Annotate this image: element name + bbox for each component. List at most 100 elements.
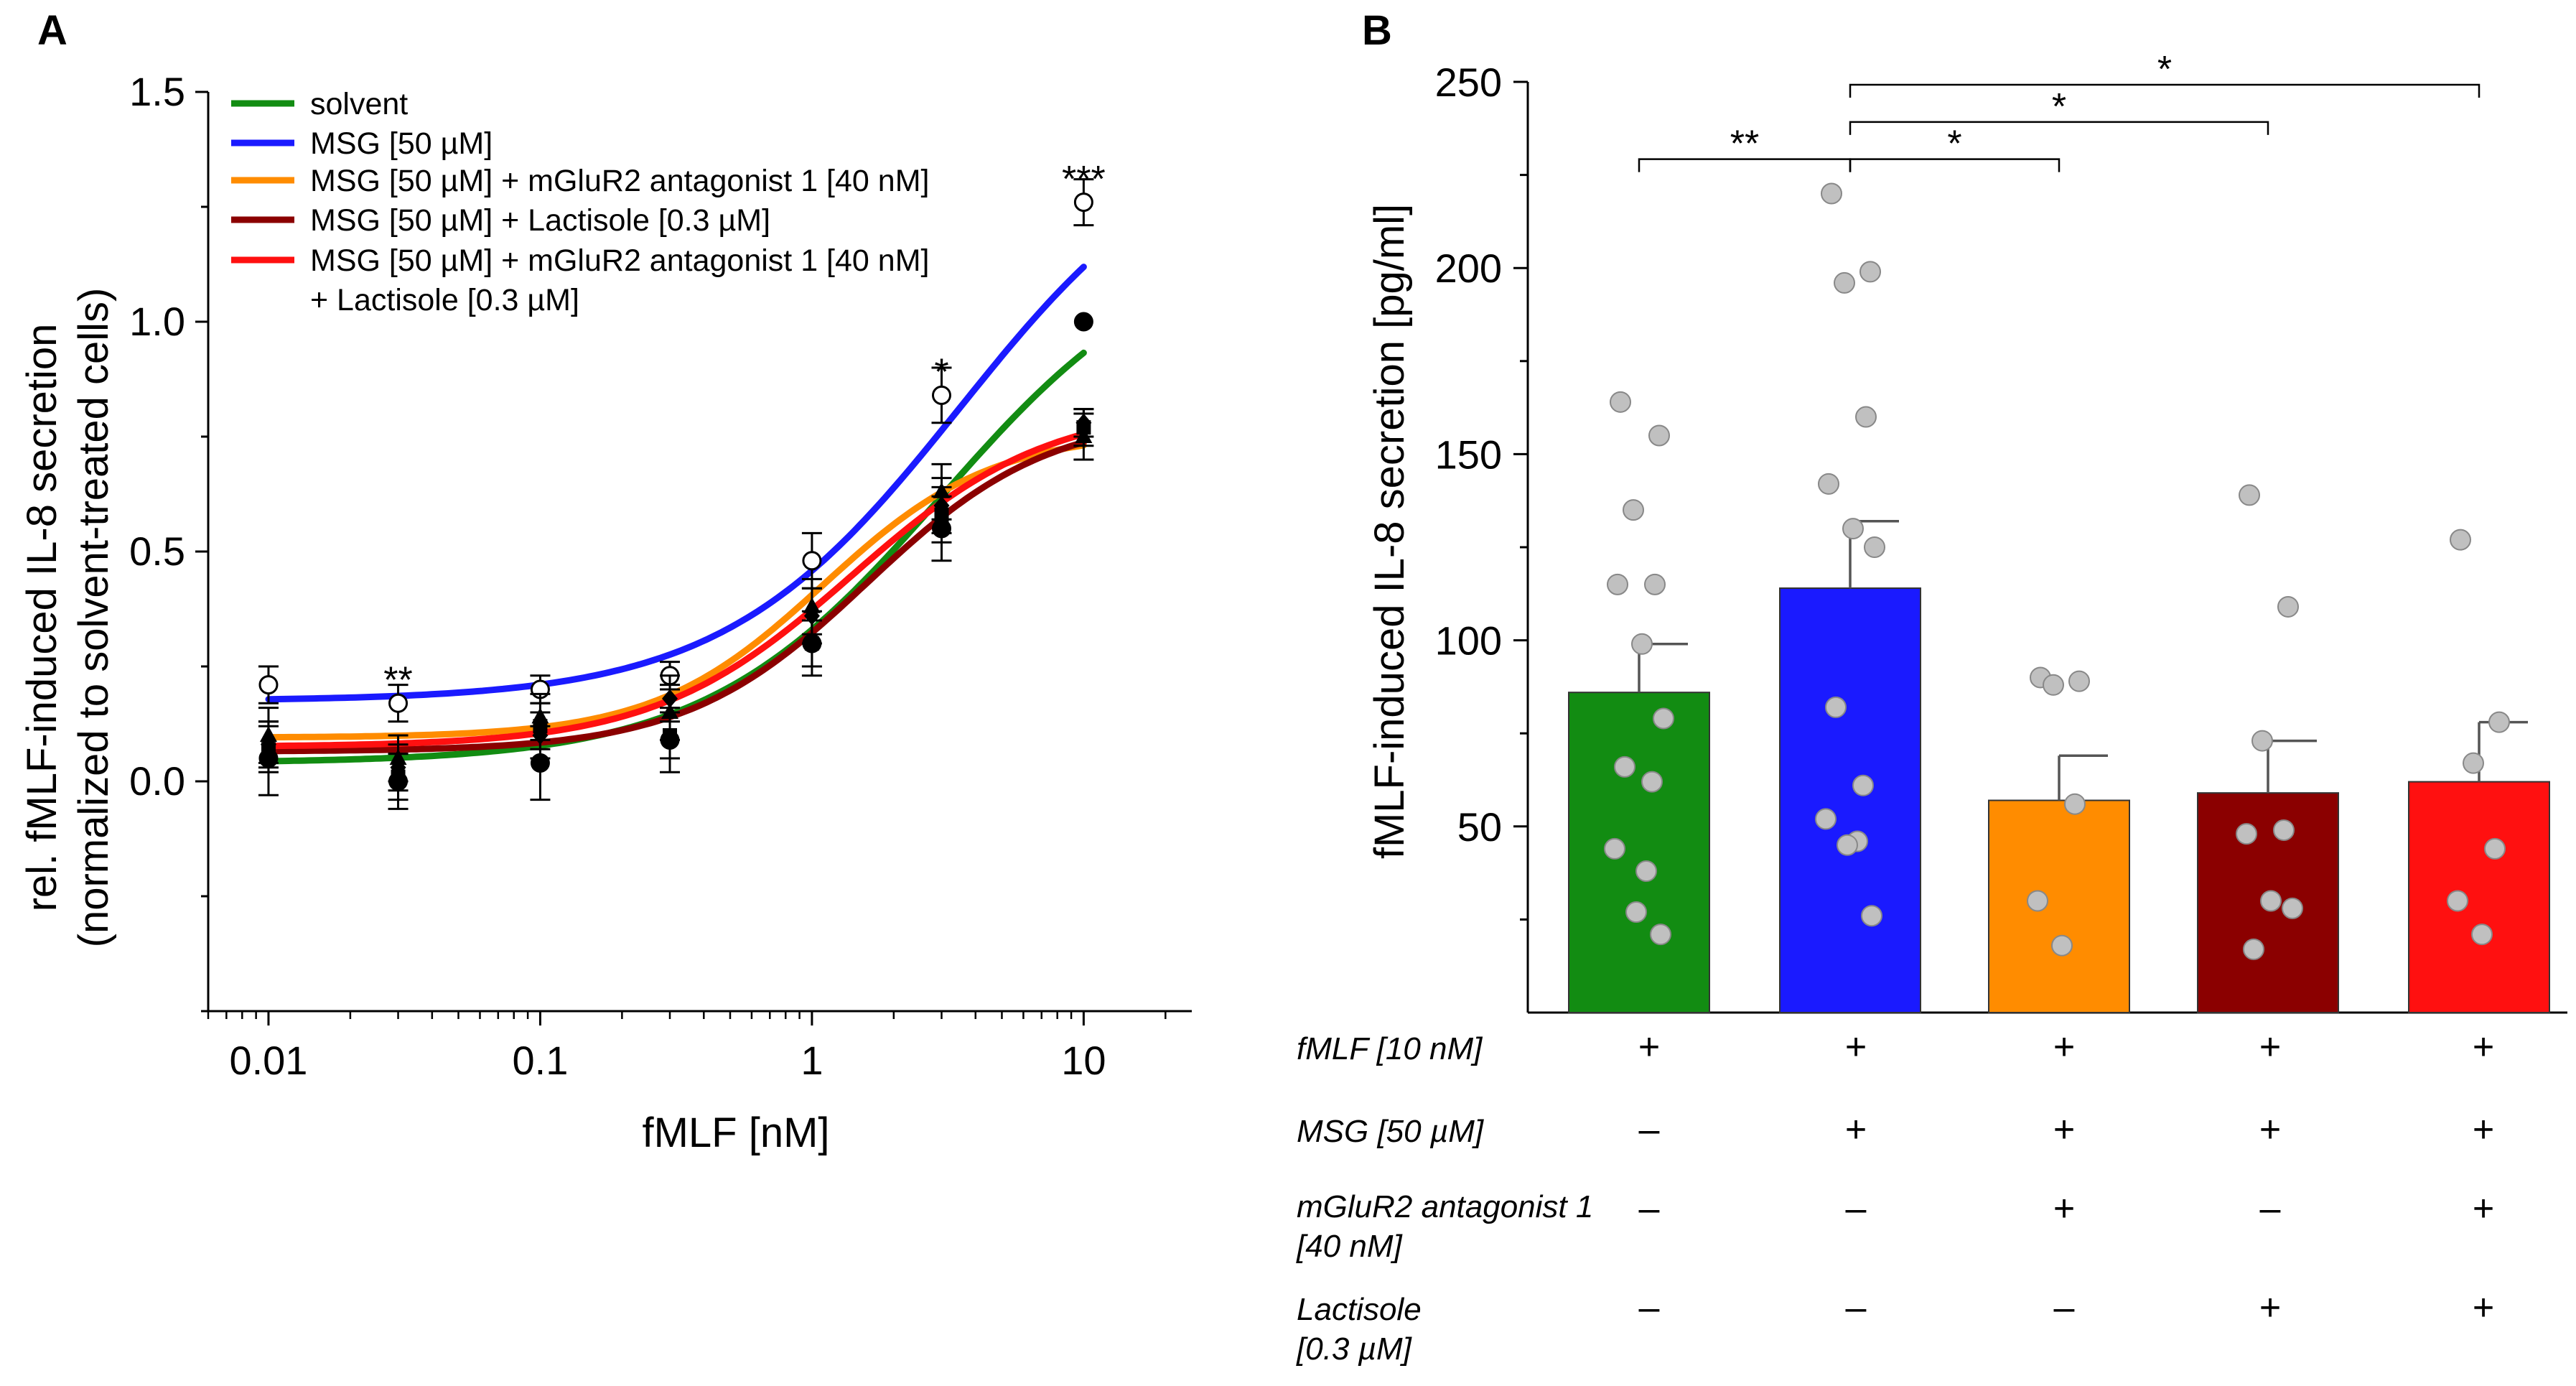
condition-sign: +: [2473, 1026, 2494, 1068]
panel-a-x-tick-label: 10: [1061, 1038, 1106, 1083]
panel-a-y-axis-title-line1: rel. fMLF-induced IL-8 secretion: [19, 324, 65, 912]
panel-b-y-tick-label: 200: [1435, 246, 1502, 291]
panel-a-y-tick-label: 1.5: [129, 69, 185, 114]
significance-label: *: [2052, 86, 2066, 128]
condition-sign: +: [2259, 1287, 2281, 1329]
significance-label: *: [2157, 49, 2172, 90]
data-dot-msg: [1834, 271, 1855, 294]
data-point-msg: [802, 551, 822, 571]
condition-sign: –: [1639, 1109, 1660, 1150]
panel-a-data-points: [258, 178, 1094, 810]
bar-msg: [1779, 587, 1921, 1013]
data-dot-msg-mglur2-lactisole: [2447, 890, 2468, 912]
significance-asterisks: **: [383, 659, 412, 701]
condition-sign: +: [2473, 1188, 2494, 1229]
data-dot-solvent: [1623, 499, 1644, 521]
legend-label-msg-mglur2-lactisole-line1: MSG [50 µM] + mGluR2 antagonist 1 [40 nM…: [310, 243, 929, 278]
panel-b-dots: [1604, 182, 2510, 960]
panel-a-line-chart: 0.0 0.5 1.0 1.5 0.01 0.1 1 10 fMLF [nM] rel. fM…: [19, 69, 1192, 1156]
data-dot-msg: [1818, 473, 1839, 495]
condition-label-msg: MSG [50 µM]: [1297, 1114, 1485, 1149]
condition-sign: +: [1638, 1026, 1660, 1068]
panel-a-x-tick-label: 0.1: [513, 1038, 569, 1083]
panel-a-x-axis-title: fMLF [nM]: [642, 1110, 829, 1156]
data-dot-msg-lactisole: [2251, 730, 2273, 752]
data-dot-msg-mglur2: [2043, 674, 2064, 696]
condition-sign: +: [2259, 1109, 2281, 1150]
significance-bracket: [1849, 83, 2481, 98]
panel-b-letter: B: [1362, 7, 1392, 54]
legend-label-solvent: solvent: [310, 87, 408, 121]
data-dot-msg-lactisole: [2236, 823, 2257, 845]
data-dot-solvent: [1610, 391, 1631, 413]
data-dot-msg-lactisole: [2282, 897, 2303, 919]
condition-sign: –: [1639, 1287, 1660, 1329]
significance-label: **: [1730, 124, 1759, 165]
condition-label-lactisole-line2: [0.3 µM]: [1296, 1331, 1413, 1367]
panel-a-x-tick-label: 0.01: [229, 1038, 307, 1083]
bar-solvent: [1568, 692, 1710, 1014]
data-dot-msg: [1821, 182, 1842, 205]
panel-b-y-tick-label: 100: [1435, 618, 1502, 664]
data-point-msg-lactisole: [663, 728, 678, 743]
bar-msg-mglur2: [1988, 799, 2130, 1013]
condition-sign: –: [2260, 1188, 2281, 1229]
significance-asterisks: *: [934, 352, 948, 394]
panel-b-y-tick-label: 150: [1435, 432, 1502, 477]
data-dot-msg: [1852, 774, 1874, 796]
condition-sign: +: [1845, 1026, 1867, 1068]
data-dot-solvent: [1648, 424, 1670, 447]
data-point-msg: [258, 675, 279, 695]
data-dot-solvent: [1625, 901, 1647, 924]
condition-sign: +: [2259, 1026, 2281, 1068]
data-point-msg-mglur2-lactisole: [390, 758, 406, 777]
data-dot-msg-lactisole: [2239, 484, 2260, 506]
panel-a-y-axis-title-line2: (normalized to solvent-treated cells): [70, 288, 117, 948]
data-point-msg-mglur2-lactisole: [260, 735, 276, 754]
panel-b-bar-chart: 50 100 150 200 250 fMLF-induced IL-8 secreti…: [1296, 49, 2567, 1367]
condition-label-fmlf: fMLF [10 nM]: [1297, 1031, 1483, 1066]
panel-a-y-tick-label: 0.5: [129, 529, 185, 574]
condition-sign: +: [2473, 1109, 2494, 1150]
data-dot-msg: [1859, 261, 1881, 283]
legend-label-msg: MSG [50 µM]: [310, 126, 493, 161]
data-point-msg-mglur2-lactisole: [933, 496, 950, 515]
data-point-msg-mglur2-lactisole: [532, 726, 549, 745]
panel-b-condition-table: fMLF [10 nM] MSG [50 µM] mGluR2 antagoni…: [1296, 1026, 2494, 1367]
significance-bracket: [1849, 158, 2061, 172]
condition-label-mglur2-line2: [40 nM]: [1296, 1229, 1404, 1264]
data-dot-msg-mglur2-lactisole: [2463, 752, 2484, 774]
data-point-msg: [388, 693, 409, 713]
data-dot-solvent: [1607, 573, 1628, 595]
panel-b-y-axis-title: fMLF-induced IL-8 secretion [pg/ml]: [1366, 204, 1413, 859]
data-dot-msg: [1861, 905, 1882, 927]
data-point-solvent: [1073, 312, 1093, 332]
data-point-msg: [1073, 192, 1093, 213]
data-point-msg-mglur2-lactisole: [662, 689, 678, 708]
legend-label-msg-mglur2-lactisole-line2: + Lactisole [0.3 µM]: [310, 283, 579, 317]
bar-msg-mglur2-lactisole: [2408, 781, 2550, 1014]
panel-a-legend: solvent MSG [50 µM] MSG [50 µM] + mGluR2…: [231, 87, 929, 317]
data-dot-msg: [1837, 834, 1858, 856]
condition-sign: +: [2053, 1026, 2075, 1068]
panel-a-y-tick-label: 1.0: [129, 299, 185, 344]
significance-bracket: [1849, 121, 2269, 135]
data-point-msg-mglur2-lactisole: [1075, 413, 1092, 432]
condition-sign: –: [1846, 1188, 1867, 1229]
data-dot-solvent: [1650, 924, 1671, 946]
panel-b-y-tick-label: 50: [1457, 804, 1502, 850]
condition-sign: +: [2053, 1188, 2075, 1229]
data-dot-msg: [1842, 518, 1864, 540]
legend-label-msg-lactisole: MSG [50 µM] + Lactisole [0.3 µM]: [310, 203, 770, 238]
data-dot-msg-lactisole: [2243, 938, 2264, 960]
data-dot-msg: [1825, 696, 1847, 718]
condition-sign: –: [1639, 1188, 1660, 1229]
condition-sign: +: [1845, 1109, 1867, 1150]
data-dot-solvent: [1641, 771, 1663, 793]
data-dot-solvent: [1635, 860, 1657, 883]
condition-label-lactisole-line1: Lactisole: [1297, 1292, 1422, 1327]
data-dot-msg: [1864, 536, 1885, 558]
data-dot-msg-mglur2-lactisole: [2450, 529, 2471, 551]
data-dot-solvent: [1644, 573, 1666, 595]
data-dot-msg-mglur2-lactisole: [2471, 924, 2493, 946]
